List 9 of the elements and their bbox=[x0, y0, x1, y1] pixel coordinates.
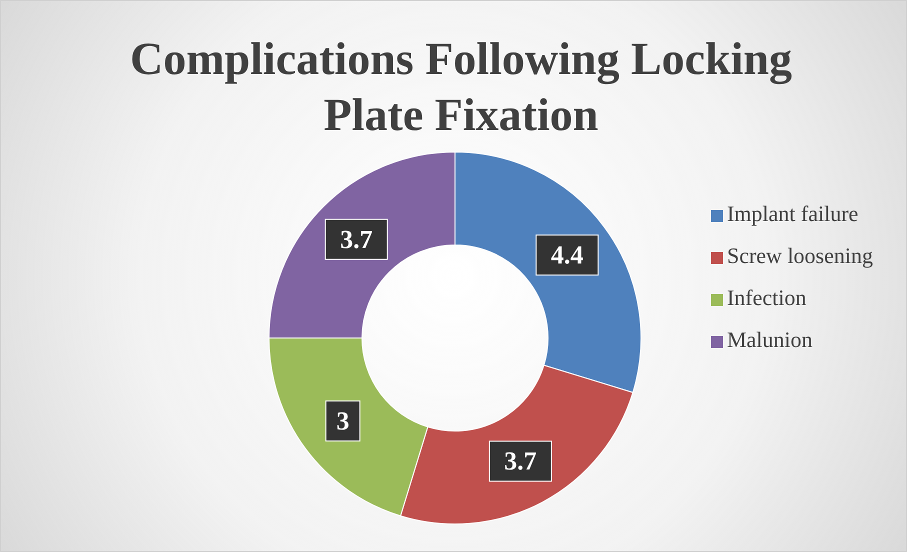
legend-label: Malunion bbox=[726, 327, 813, 352]
chart-title: Complications Following Locking Plate Fixation bbox=[129, 32, 793, 142]
data-label: 4.4 bbox=[550, 240, 584, 270]
legend-label: Screw loosening bbox=[726, 243, 873, 268]
legend-label: Implant failure bbox=[726, 201, 858, 226]
legend-label: Infection bbox=[726, 285, 806, 310]
data-label: 3.7 bbox=[340, 224, 373, 254]
data-label: 3 bbox=[336, 406, 350, 436]
data-label: 3.7 bbox=[504, 446, 537, 476]
